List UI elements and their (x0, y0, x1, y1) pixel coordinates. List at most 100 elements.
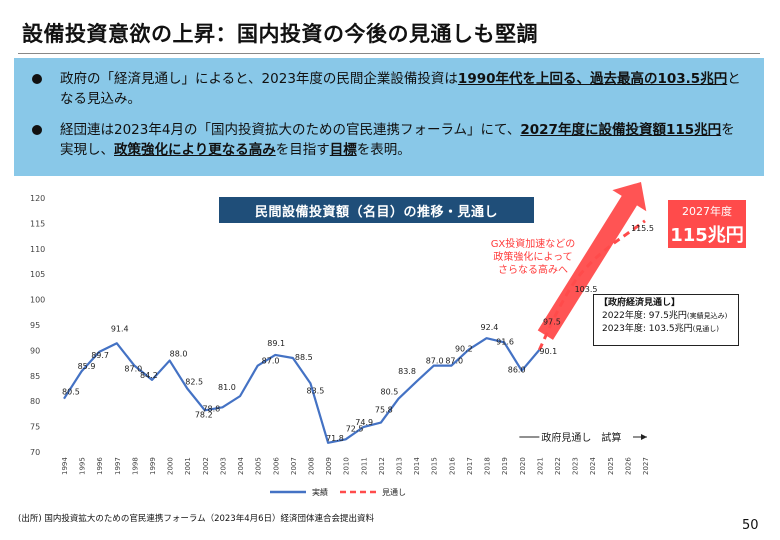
period-label: 政府見通し 試算 (541, 431, 621, 444)
x-tick-label: 2024 (589, 457, 597, 475)
x-tick-label: 2022 (554, 457, 562, 475)
data-label: 103.5 (575, 285, 598, 294)
summary-panel: 政府の「経済見通し」によると、2023年度の民間企業設備投資は1990年代を上回… (14, 58, 764, 176)
badge-year: 2027年度 (682, 205, 732, 218)
data-label: 88.0 (170, 350, 188, 359)
govt-box-row-2: 2023年度: 103.5兆円 (602, 324, 693, 334)
x-tick-label: 2002 (202, 457, 210, 475)
data-label: 92.4 (481, 323, 499, 332)
x-tick-label: 2023 (572, 457, 580, 475)
data-label: 81.0 (218, 383, 236, 392)
page-title: 設備投資意欲の上昇：国内投資の今後の見通しも堅調 (22, 22, 538, 46)
bullet-2-highlight: 2027年度に設備投資額115兆円 (520, 122, 722, 138)
x-tick-label: 2015 (431, 457, 439, 475)
x-tick-label: 2010 (343, 457, 351, 475)
bullet-1-tail: となる見込み。 (60, 71, 741, 107)
data-label: 91.4 (111, 324, 129, 333)
data-label: 87.0 (426, 357, 444, 366)
x-tick-label: 2026 (624, 457, 632, 475)
data-label: 84.2 (140, 371, 158, 380)
x-tick-label: 2011 (360, 457, 368, 475)
data-label: 80.5 (381, 388, 399, 397)
data-label: 80.5 (62, 388, 80, 397)
bullet-1: 政府の「経済見通し」によると、2023年度の民間企業設備投資は1990年代を上回… (32, 69, 744, 109)
x-tick-label: 2008 (307, 457, 315, 475)
bullet-dot-icon (32, 125, 42, 135)
x-tick-label: 2021 (536, 457, 544, 475)
x-tick-label: 2013 (396, 457, 404, 475)
x-tick-label: 2006 (272, 457, 280, 475)
x-tick-label: 2019 (501, 457, 509, 475)
y-tick-label: 85 (30, 372, 40, 381)
x-tick-label: 2000 (167, 457, 175, 475)
x-tick-label: 2007 (290, 457, 298, 475)
data-label: 82.5 (185, 378, 203, 387)
x-tick-label: 2018 (484, 457, 492, 475)
y-tick-label: 90 (30, 346, 40, 355)
y-tick-label: 95 (30, 321, 40, 330)
data-label: 115.5 (631, 224, 654, 233)
govt-box-row: 2023年度: 103.5兆円(見通し) (599, 323, 733, 336)
bullet-1-highlight: 1990年代を上回る、過去最高の103.5兆円 (457, 71, 728, 87)
x-tick-label: 2005 (255, 457, 263, 475)
bullet-2-tail: を表明。 (356, 142, 411, 158)
x-tick-label: 1994 (61, 457, 69, 475)
govt-box-row: 2022年度: 97.5兆円(実績見込み) (599, 310, 733, 323)
y-tick-label: 105 (30, 270, 45, 279)
chart-title: 民間設備投資額（名目）の推移・見通し (219, 197, 534, 223)
data-label: 87.0 (262, 357, 280, 366)
x-tick-label: 2012 (378, 457, 386, 475)
data-label: 97.5 (543, 317, 561, 326)
x-tick-label: 2020 (519, 457, 527, 475)
bullet-1-text: 政府の「経済見通し」によると、2023年度の民間企業設備投資は (60, 71, 458, 87)
y-tick-label: 115 (30, 219, 45, 228)
govt-box-row-1: 2022年度: 97.5兆円 (602, 311, 687, 321)
y-tick-label: 75 (30, 423, 40, 432)
y-tick-label: 100 (30, 296, 45, 305)
data-label: 74.9 (355, 418, 373, 427)
legend-actual-label: 実績 (312, 487, 328, 497)
bullet-2-text: 経団連は2023年4月の「国内投資拡大のための官民連携フォーラム」にて、 (60, 122, 521, 138)
growth-arrow-icon (537, 182, 647, 340)
data-label: 85.9 (78, 362, 96, 371)
y-tick-label: 120 (30, 194, 45, 203)
x-tick-label: 2016 (448, 457, 456, 475)
bullet-dot-icon (32, 74, 42, 84)
target-badge: 2027年度 115兆円 (668, 200, 746, 248)
data-label: 72.5 (346, 424, 364, 433)
bullet-2-highlight-3: 目標 (329, 142, 357, 158)
bullet-2-mid-2: を目指す (275, 142, 330, 158)
govt-box-note-2: (見通し) (692, 325, 720, 333)
data-label: 89.1 (267, 339, 285, 348)
x-tick-label: 1998 (131, 457, 139, 475)
data-label: 87.0 (124, 365, 142, 374)
bullet-2: 経団連は2023年4月の「国内投資拡大のための官民連携フォーラム」にて、2027… (32, 120, 744, 160)
data-label: 90.2 (455, 344, 473, 353)
data-label: 75.8 (375, 406, 393, 415)
data-label: 78.8 (202, 404, 220, 413)
govt-box-title: 【政府経済見通し】 (599, 298, 681, 308)
legend-forecast-label: 見通し (382, 487, 406, 497)
x-tick-label: 2009 (325, 457, 333, 475)
data-label: 83.5 (306, 386, 324, 395)
data-label: 90.1 (539, 347, 557, 356)
badge-value: 115兆円 (670, 225, 744, 246)
data-label: 91.6 (496, 337, 514, 346)
bullet-2-mid: を実現し、 (60, 122, 735, 158)
data-label: 89.7 (91, 351, 109, 360)
data-label: 87.0 (445, 357, 463, 366)
x-tick-label: 2027 (642, 457, 650, 475)
x-tick-label: 2017 (466, 457, 474, 475)
gx-note-line: さらなる高みへ (498, 265, 568, 276)
y-tick-label: 110 (30, 245, 45, 254)
bullet-2-highlight-2: 政策強化により更なる高み (114, 142, 276, 158)
source-note: (出所) 国内投資拡大のための官民連携フォーラム（2023年4月6日）経済団体連… (18, 514, 375, 524)
gx-note: GX投資加速などの 政策強化によって さらなる高みへ (483, 238, 583, 277)
x-tick-label: 2014 (413, 457, 421, 475)
title-divider (18, 53, 760, 54)
x-tick-label: 1996 (96, 457, 104, 475)
govt-forecast-box: 【政府経済見通し】 2022年度: 97.5兆円(実績見込み) 2023年度: … (593, 294, 739, 346)
x-tick-label: 1997 (114, 457, 122, 475)
series-actual-line (63, 337, 541, 444)
x-tick-label: 1999 (149, 457, 157, 475)
